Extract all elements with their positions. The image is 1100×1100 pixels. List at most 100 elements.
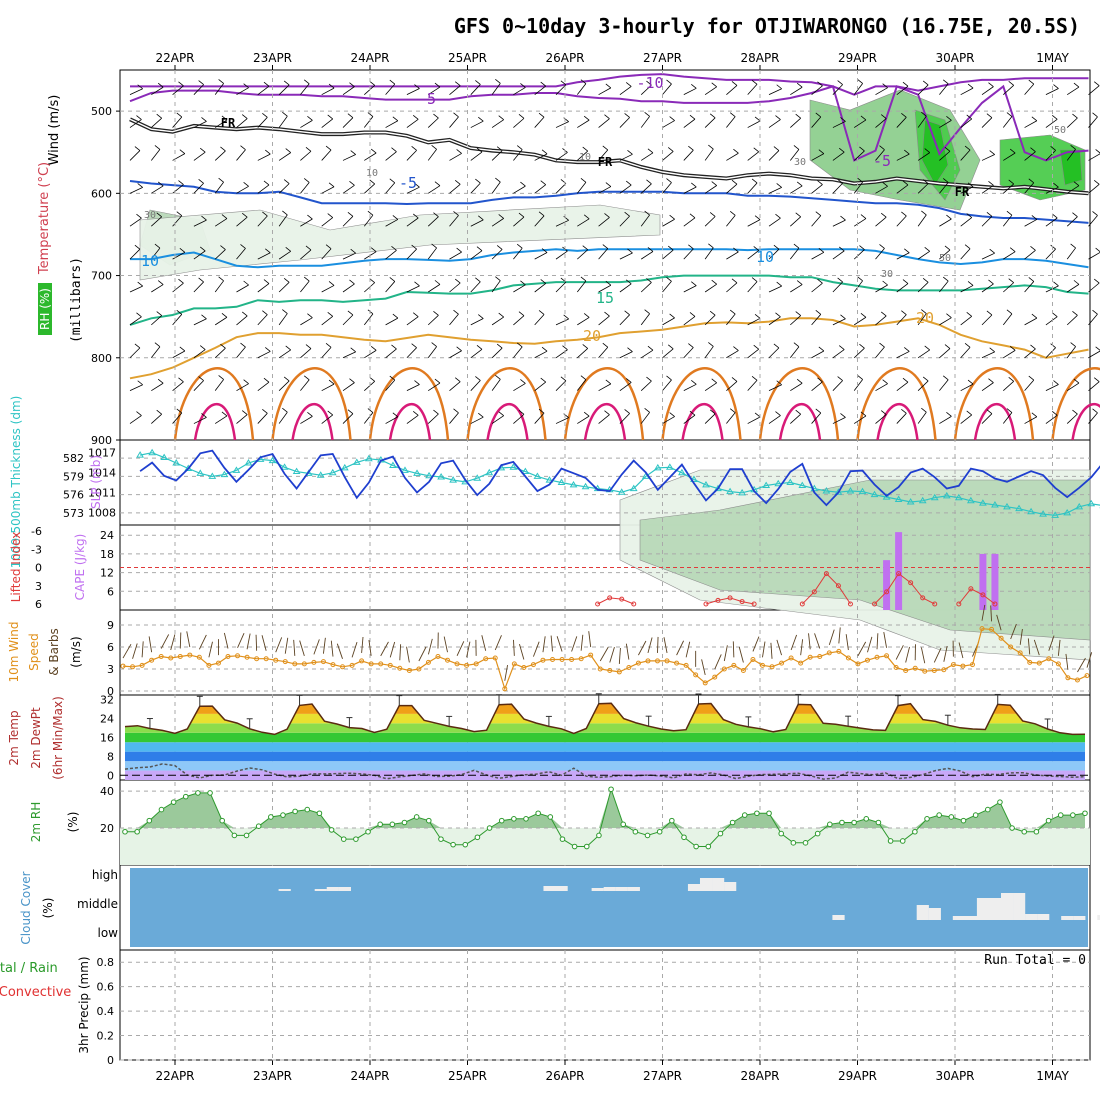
wind-speed-point bbox=[196, 654, 202, 660]
wind-speed-point bbox=[559, 656, 565, 662]
wind-barb bbox=[412, 411, 419, 416]
wind-barb bbox=[917, 411, 927, 424]
wind-barb bbox=[768, 384, 782, 392]
wind-barb bbox=[1066, 346, 1076, 359]
wind-barb-10m bbox=[920, 647, 926, 664]
wind-barb bbox=[793, 145, 800, 150]
rh-area bbox=[125, 789, 1085, 829]
wind-barb bbox=[540, 180, 546, 186]
wind-barb bbox=[342, 252, 356, 260]
rh-point bbox=[146, 817, 153, 824]
wind-barb bbox=[704, 346, 714, 359]
rh-point bbox=[535, 810, 541, 817]
wind-barb bbox=[747, 182, 758, 194]
wind-barb bbox=[150, 346, 161, 359]
cloud-bar-middle bbox=[928, 908, 941, 920]
wind-barb bbox=[1008, 376, 1014, 382]
wind-barb bbox=[832, 281, 843, 293]
y-tick-label-temp: 24 bbox=[100, 713, 114, 726]
wind-barb bbox=[427, 149, 437, 161]
thickness-point bbox=[1015, 504, 1023, 512]
x-tick-label-top: 24APR bbox=[350, 51, 389, 65]
contour-label: 50 bbox=[1054, 125, 1066, 136]
plot-layer: 500600700800900-10-5FRFRFR-5-51010152020… bbox=[0, 51, 1100, 1083]
wind-barb bbox=[901, 211, 907, 217]
rh-point bbox=[134, 828, 140, 835]
wind-barb-10m bbox=[588, 631, 592, 648]
wind-barb bbox=[538, 211, 545, 217]
cloud-bar-high bbox=[724, 882, 737, 891]
wind-barb bbox=[598, 248, 609, 260]
thickness-point bbox=[762, 481, 771, 489]
wind-barb-10m bbox=[427, 638, 433, 655]
li-point bbox=[847, 601, 853, 607]
wind-barb bbox=[278, 115, 288, 128]
wind-barb bbox=[540, 279, 546, 284]
wind-barb bbox=[1053, 84, 1059, 89]
wind-barb bbox=[427, 284, 441, 293]
wind-barb bbox=[236, 414, 248, 424]
wind-barb bbox=[879, 244, 885, 249]
wind-barb bbox=[576, 280, 587, 293]
wind-barb bbox=[988, 378, 994, 383]
wind-barb bbox=[747, 250, 759, 260]
thickness-point bbox=[136, 451, 144, 458]
wind-barb bbox=[795, 113, 801, 119]
wind-barb bbox=[151, 185, 164, 194]
wind-barb bbox=[1070, 243, 1076, 249]
wind-barb bbox=[1066, 149, 1076, 161]
wind-barb bbox=[257, 351, 271, 359]
x-tick-label-bottom: 1MAY bbox=[1036, 1069, 1069, 1083]
wind-barb-10m bbox=[1086, 652, 1093, 668]
wind-barb-10m bbox=[990, 605, 993, 622]
wind-barb bbox=[385, 182, 396, 194]
wind-barb-10m bbox=[532, 641, 540, 657]
y-tick-label-thickness: 573 bbox=[63, 507, 84, 520]
wind-barb bbox=[666, 79, 672, 85]
wind-barb bbox=[154, 243, 161, 249]
rh-point bbox=[559, 836, 566, 842]
wind-barb bbox=[1003, 251, 1016, 260]
wind-barb bbox=[619, 215, 630, 227]
x-tick-label-bottom: 29APR bbox=[838, 1069, 877, 1083]
wind-barb bbox=[1088, 252, 1100, 260]
wind-barb bbox=[498, 312, 504, 318]
rh-point bbox=[839, 819, 845, 826]
y-label-wind-speed: Speed bbox=[27, 633, 41, 671]
wind-barb bbox=[221, 411, 228, 417]
wind-speed-point bbox=[330, 662, 336, 668]
rh-point bbox=[231, 832, 238, 839]
wind-speed-point bbox=[425, 659, 431, 665]
wind-barb bbox=[776, 84, 782, 90]
wind-barb bbox=[832, 84, 843, 95]
wind-barb bbox=[896, 314, 907, 326]
wind-speed-point bbox=[521, 665, 527, 671]
wind-barb bbox=[857, 375, 863, 380]
wind-barb bbox=[731, 377, 738, 382]
wind-barb-10m bbox=[770, 642, 773, 659]
wind-barb bbox=[688, 343, 694, 348]
y-tick-label-slp: 1008 bbox=[88, 506, 116, 519]
wind-barb bbox=[257, 184, 270, 194]
wind-barb bbox=[726, 313, 736, 326]
wind-barb bbox=[583, 115, 590, 121]
wind-barb bbox=[307, 412, 313, 417]
li-point bbox=[980, 592, 986, 598]
rh-point bbox=[1045, 817, 1052, 824]
wind-barb bbox=[328, 379, 335, 385]
wind-barb bbox=[896, 215, 907, 227]
wind-barb-10m bbox=[246, 633, 251, 650]
wind-barb bbox=[754, 116, 761, 122]
y-tick-label-wind: 9 bbox=[107, 619, 114, 632]
wind-speed-point bbox=[779, 660, 785, 666]
wind-barb bbox=[627, 149, 633, 155]
wind-barb bbox=[619, 252, 633, 260]
wind-barb bbox=[1066, 315, 1078, 326]
wind-barb bbox=[449, 381, 461, 391]
wind-barb bbox=[709, 310, 716, 316]
wind-barb bbox=[815, 310, 822, 315]
thickness-point bbox=[629, 484, 638, 492]
wind-barb bbox=[1072, 311, 1078, 316]
wind-barb bbox=[347, 409, 354, 414]
y-tick-label-thickness: 579 bbox=[63, 470, 84, 483]
